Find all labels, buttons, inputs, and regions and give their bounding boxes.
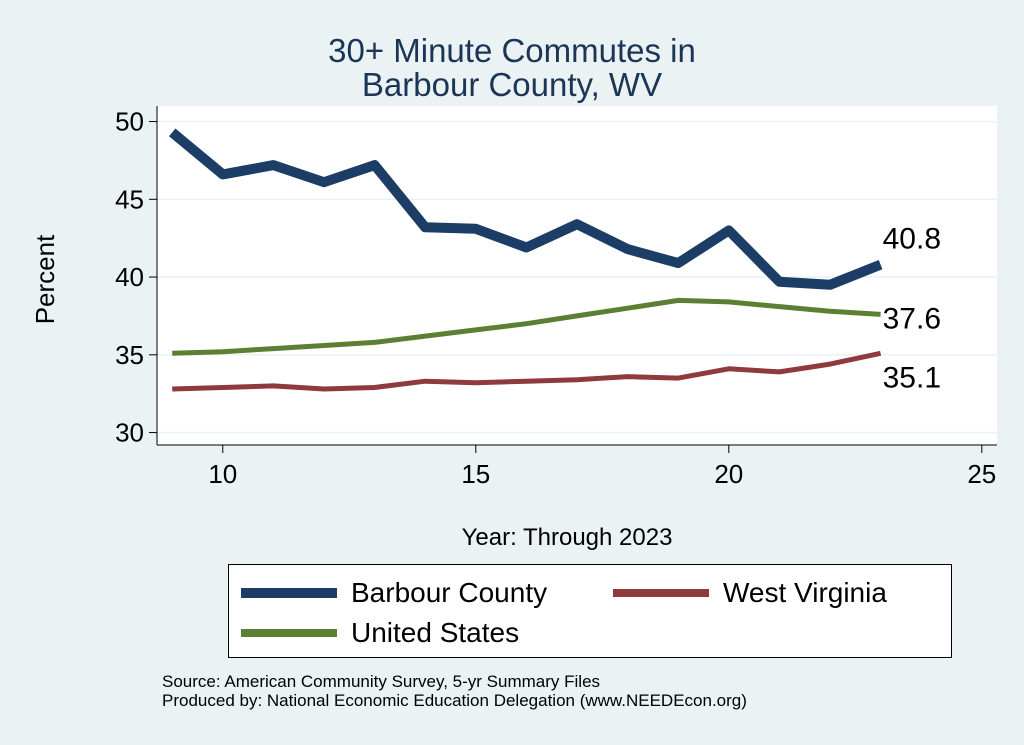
series-line-barbour-county <box>169 128 883 290</box>
chart-title-line-1: 30+ Minute Commutes in <box>328 32 696 69</box>
y-axis-title: Percent <box>30 234 60 324</box>
x-tick-label-10: 10 <box>208 459 237 489</box>
series-line-united-states <box>172 297 881 356</box>
legend-item-west-virginia: West Virginia <box>613 573 887 613</box>
y-tick-label-40: 40 <box>115 262 144 292</box>
line-chart: 30 35 40 45 50 10 15 20 25 Year: Through 2023 Perc… <box>30 106 997 551</box>
end-label-barbour-county: 40.8 <box>883 223 941 256</box>
end-labels: 40.8 35.1 37.6 <box>883 223 941 395</box>
legend-swatch-west-virginia <box>613 589 709 597</box>
source-note: Source: American Community Survey, 5-yr … <box>162 672 601 691</box>
end-label-united-states: 37.6 <box>883 302 941 335</box>
plot-area <box>157 106 997 445</box>
legend-item-united-states: United States <box>241 613 519 653</box>
y-tick-label-50: 50 <box>115 107 144 137</box>
legend-label-barbour-county: Barbour County <box>351 577 548 608</box>
legend-item-barbour-county: Barbour County <box>241 573 547 613</box>
y-tick-label-30: 30 <box>115 418 144 448</box>
legend-label-united-states: United States <box>351 617 520 648</box>
series-line-west-virginia <box>172 350 882 392</box>
end-label-west-virginia: 35.1 <box>883 361 941 394</box>
legend-swatch-barbour-county <box>241 588 337 598</box>
x-tick-label-15: 15 <box>461 459 490 489</box>
x-tick-label-25: 25 <box>967 459 996 489</box>
x-axis-title: Year: Through 2023 <box>462 524 673 551</box>
series-lines <box>169 128 883 392</box>
legend: Barbour County West Virginia United Stat… <box>228 564 952 658</box>
legend-label-west-virginia: West Virginia <box>723 577 887 608</box>
x-tick-label-20: 20 <box>714 459 743 489</box>
chart-title-line-2: Barbour County, WV <box>361 66 663 103</box>
producer-note: Produced by: National Economic Education… <box>162 691 747 710</box>
y-tick-label-45: 45 <box>115 184 144 214</box>
y-tick-label-35: 35 <box>115 340 144 370</box>
legend-swatch-united-states <box>241 629 337 637</box>
axes: 30 35 40 45 50 10 15 20 25 Year: Through 2023 Perc… <box>30 106 997 551</box>
